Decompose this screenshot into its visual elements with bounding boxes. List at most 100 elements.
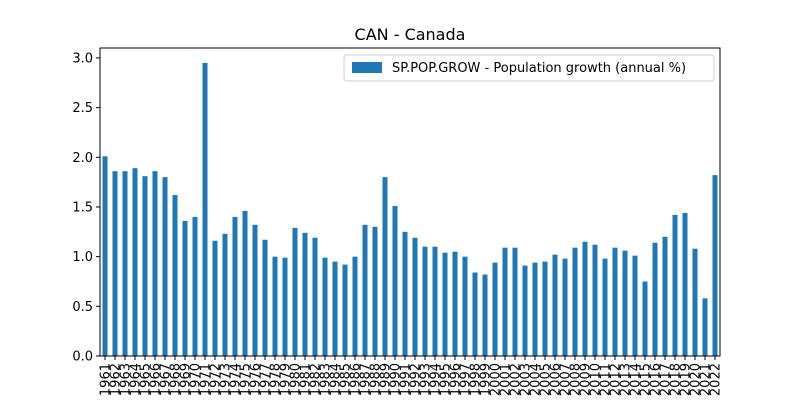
bar-2021: [702, 298, 708, 356]
x-tick-label: 1962: [109, 363, 124, 396]
bar-1989: [382, 177, 388, 356]
x-tick-label: 2011: [599, 363, 614, 396]
bar-1985: [342, 264, 348, 356]
bar-1972: [212, 240, 218, 356]
bar-1995: [442, 252, 448, 356]
x-tick-label: 1987: [359, 363, 374, 396]
bar-1998: [472, 272, 478, 356]
x-tick-label: 1964: [129, 363, 144, 396]
bar-2009: [582, 241, 588, 356]
bar-2018: [672, 214, 678, 356]
bar-2016: [652, 242, 658, 356]
x-tick-label: 2002: [509, 363, 524, 396]
x-tick-label: 1968: [169, 363, 184, 396]
bar-2013: [622, 250, 628, 356]
bar-1978: [272, 256, 278, 356]
bar-1965: [142, 176, 148, 356]
x-tick-label: 2012: [609, 363, 624, 396]
x-tick-label: 1969: [179, 363, 194, 396]
y-axis: 0.0 0.5 1.0 1.5 2.0 2.5 3.0: [72, 51, 100, 365]
x-tick-label: 1990: [389, 363, 404, 396]
x-tick-label: 1973: [219, 363, 234, 396]
bar-1980: [292, 227, 298, 356]
bar-1971: [202, 62, 208, 357]
x-tick-label: 1998: [469, 363, 484, 396]
x-tick-label: 2020: [689, 363, 704, 396]
x-tick-label: 2000: [489, 363, 504, 396]
x-tick-label: 1978: [269, 363, 284, 396]
x-tick-label: 1999: [479, 363, 494, 396]
x-tick-label: 1970: [189, 363, 204, 396]
x-axis: 1961196219631964196519661967196819691970…: [99, 356, 724, 396]
bar-2019: [682, 212, 688, 356]
x-tick-label: 2016: [649, 363, 664, 396]
bar-1981: [302, 232, 308, 356]
x-tick-label: 2021: [699, 363, 714, 396]
x-tick-label: 1986: [349, 363, 364, 396]
x-tick-label: 1976: [249, 363, 264, 396]
bar-1984: [332, 261, 338, 356]
legend-swatch: [352, 62, 382, 73]
x-tick-label: 1967: [159, 363, 174, 396]
x-tick-label: 1965: [139, 363, 154, 396]
x-tick-label: 2004: [529, 363, 544, 396]
x-tick-label: 1995: [439, 363, 454, 396]
y-tick-label: 2.5: [72, 101, 93, 116]
bar-1994: [432, 246, 438, 356]
bar-2020: [692, 248, 698, 356]
bar-1969: [182, 220, 188, 356]
bar-1974: [232, 216, 238, 356]
x-tick-label: 1982: [309, 363, 324, 396]
bar-1991: [402, 231, 408, 356]
bar-1987: [362, 224, 368, 356]
bar-2002: [512, 247, 518, 356]
x-tick-label: 2022: [709, 363, 724, 396]
bar-1997: [462, 256, 468, 356]
y-tick-label: 2.0: [72, 151, 93, 166]
bar-1977: [262, 239, 268, 356]
x-tick-label: 1996: [449, 363, 464, 396]
bar-2014: [632, 255, 638, 356]
bar-1999: [482, 274, 488, 356]
x-tick-label: 1979: [279, 363, 294, 396]
bar-1996: [452, 251, 458, 356]
x-tick-label: 1972: [209, 363, 224, 396]
x-tick-label: 1985: [339, 363, 354, 396]
bar-1967: [162, 177, 168, 356]
legend-label: SP.POP.GROW - Population growth (annual …: [392, 61, 686, 76]
x-tick-label: 2010: [589, 363, 604, 396]
y-tick-label: 0.0: [72, 350, 93, 365]
bar-1979: [282, 257, 288, 356]
x-tick-label: 2013: [619, 363, 634, 396]
x-tick-label: 1989: [379, 363, 394, 396]
plot-frame: [99, 47, 721, 357]
x-tick-label: 1984: [329, 363, 344, 396]
x-tick-label: 1977: [259, 363, 274, 396]
bar-2006: [552, 254, 558, 356]
bar-2022: [712, 175, 718, 356]
bar-1964: [132, 168, 138, 356]
bar-2004: [532, 262, 538, 356]
bar-2003: [522, 265, 528, 356]
bar-1973: [222, 233, 228, 356]
bar-1963: [122, 171, 128, 356]
bar-1993: [422, 246, 428, 356]
x-tick-label: 1971: [199, 363, 214, 396]
x-tick-label: 1994: [429, 363, 444, 396]
x-tick-label: 1963: [119, 363, 134, 396]
bar-2001: [502, 247, 508, 356]
bar-2011: [602, 258, 608, 356]
x-tick-label: 1981: [299, 363, 314, 396]
x-tick-label: 1961: [99, 363, 114, 396]
x-tick-label: 1975: [239, 363, 254, 396]
bar-1976: [252, 224, 258, 356]
bar-1982: [312, 237, 318, 356]
legend-box: [343, 54, 715, 82]
bar-2010: [592, 244, 598, 356]
x-tick-label: 2015: [639, 363, 654, 396]
x-tick-label: 2018: [669, 363, 684, 396]
x-tick-label: 1991: [399, 363, 414, 396]
bar-2007: [562, 258, 568, 356]
bar-2005: [542, 261, 548, 356]
x-tick-label: 2003: [519, 363, 534, 396]
